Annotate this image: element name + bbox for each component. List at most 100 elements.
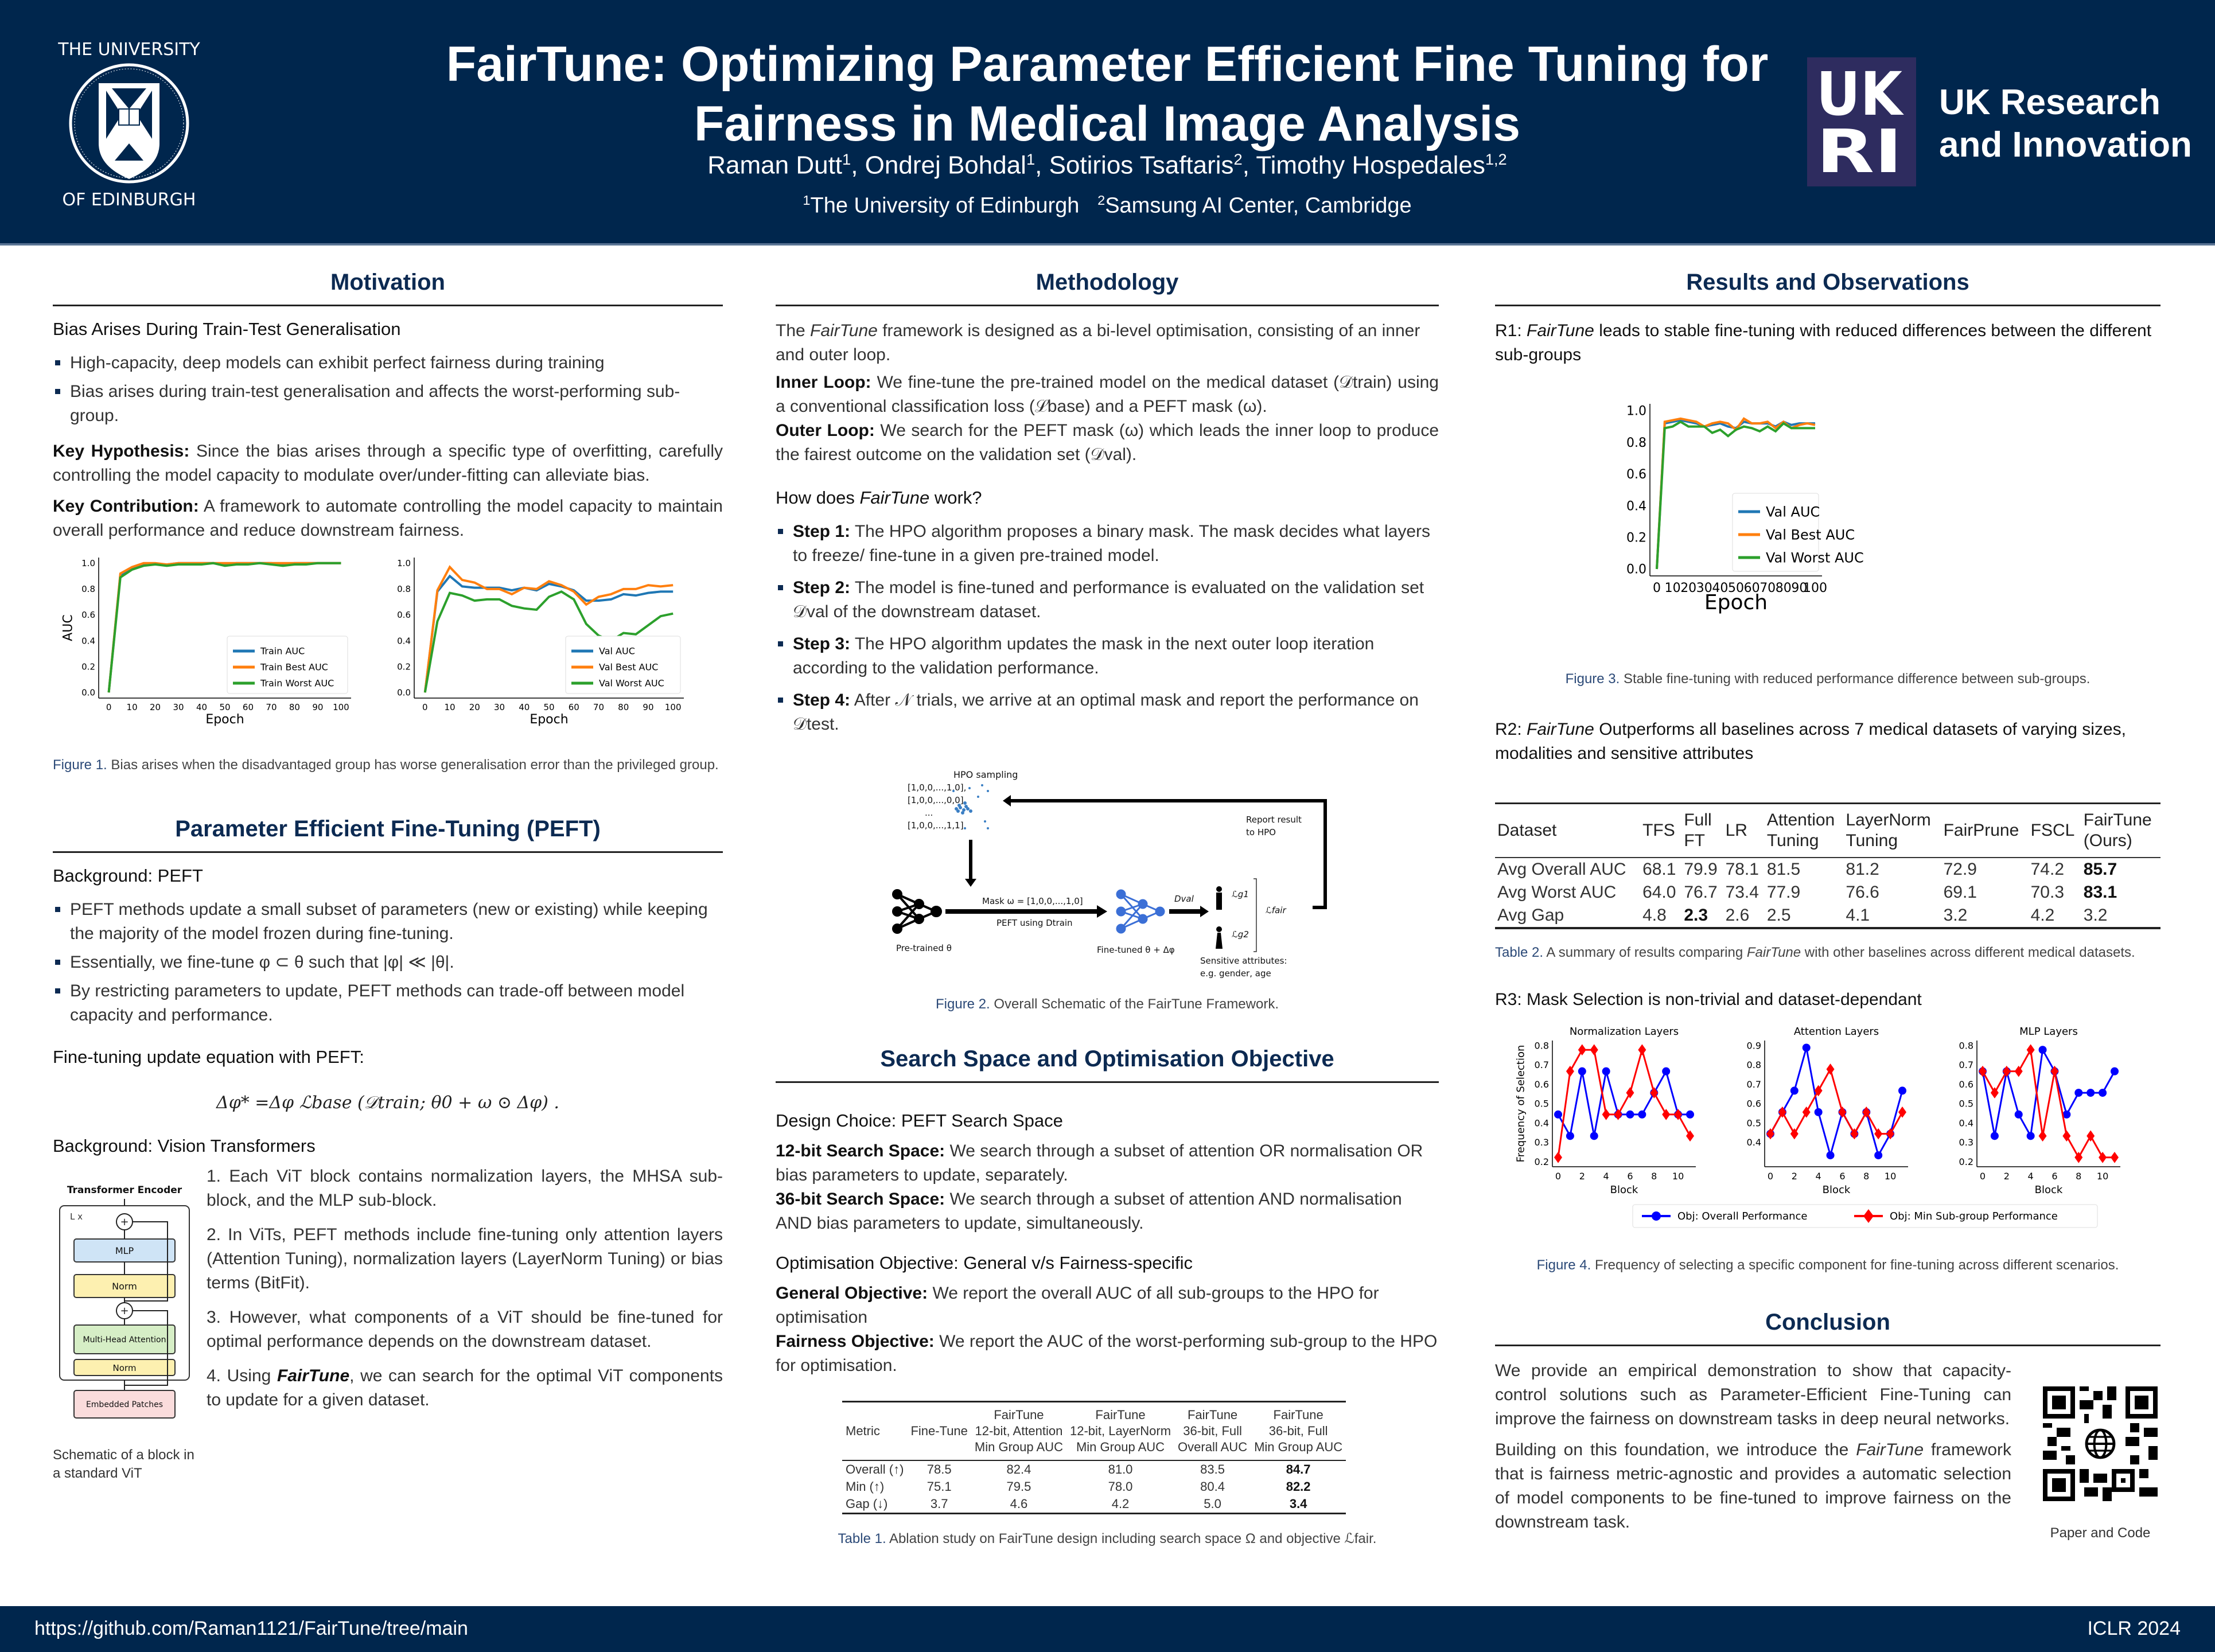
svg-text:0.9: 0.9: [1747, 1040, 1761, 1051]
svg-text:0.0: 0.0: [81, 687, 95, 698]
methodology-steps: Step 1: The HPO algorithm proposes a bin…: [776, 520, 1439, 737]
table-cell: 2.5: [1766, 906, 1791, 925]
svg-text:4: 4: [1603, 1171, 1609, 1182]
svg-text:60: 60: [243, 702, 254, 712]
svg-text:Embedded Patches: Embedded Patches: [86, 1400, 163, 1409]
table-cell: 75.1: [927, 1479, 952, 1494]
finetuned-network-icon: [1116, 889, 1165, 934]
svg-text:Report result: Report result: [1246, 815, 1302, 825]
table-cell: Avg Worst AUC: [1497, 883, 1617, 902]
affiliation-list: 1The University of Edinburgh 2Samsung AI…: [803, 193, 1412, 218]
search-space-section: Search Space and Optimisation Objective …: [776, 1046, 1439, 1549]
table-cell: 2.6: [1725, 906, 1750, 925]
svg-text:HPO sampling: HPO sampling: [953, 769, 1018, 780]
svg-text:Train Worst AUC: Train Worst AUC: [260, 678, 334, 689]
figure-2-caption: Figure 2. Overall Schematic of the FairT…: [936, 996, 1279, 1012]
svg-text:0.6: 0.6: [1626, 467, 1646, 482]
svg-text:100: 100: [665, 702, 682, 712]
table-1-caption: Table 1. Ablation study on FairTune desi…: [838, 1531, 1377, 1546]
svg-text:80: 80: [1776, 581, 1792, 595]
svg-text:Train Best AUC: Train Best AUC: [260, 662, 328, 673]
table-cell: 79.5: [1006, 1479, 1031, 1494]
table-cell: Min (↑): [846, 1479, 885, 1494]
svg-text:Mask ω = [1,0,0,...,1,0]: Mask ω = [1,0,0,...,1,0]: [982, 896, 1083, 906]
svg-text:6: 6: [1839, 1171, 1845, 1182]
poster-footer: https://github.com/Raman1121/FairTune/tr…: [0, 1606, 2215, 1652]
table-cell: 76.6: [1846, 883, 1879, 902]
svg-text:0.2: 0.2: [397, 661, 411, 672]
ablation-table: Metric Fine-Tune FairTune 12-bit, Attention…: [842, 1401, 1346, 1514]
vit-diagram-caption: Schematic of a block in a standard ViT: [53, 1447, 194, 1481]
table-header-cell: FairTune 12-bit, Attention Min Group AUC: [974, 1408, 1063, 1454]
results-section: Results and Observations R1: FairTune le…: [1495, 270, 2160, 1275]
equation-heading: Fine-tuning update equation with PEFT:: [53, 1047, 364, 1067]
svg-text:Val AUC: Val AUC: [599, 646, 635, 657]
svg-text:0: 0: [106, 702, 112, 712]
svg-text:0.6: 0.6: [81, 610, 95, 620]
svg-text:80: 80: [618, 702, 629, 712]
table-cell: 83.5: [1200, 1462, 1225, 1476]
qr-code[interactable]: [2043, 1386, 2158, 1501]
github-link[interactable]: https://github.com/Raman1121/FairTune/tr…: [34, 1618, 468, 1639]
svg-text:0.0: 0.0: [397, 687, 411, 698]
svg-text:Frequency of Selection: Frequency of Selection: [1515, 1045, 1527, 1163]
svg-text:0.5: 0.5: [1535, 1098, 1549, 1109]
column-right: Results and Observations R1: FairTune le…: [1495, 270, 2160, 1541]
svg-text:Dval: Dval: [1174, 894, 1194, 904]
svg-text:Attention Layers: Attention Layers: [1794, 1026, 1879, 1038]
svg-text:70: 70: [593, 702, 604, 712]
svg-text:0.4: 0.4: [1959, 1117, 1973, 1128]
svg-text:0: 0: [1768, 1171, 1773, 1182]
svg-text:40: 40: [196, 702, 207, 712]
objective-heading: Optimisation Objective: General v/s Fair…: [776, 1253, 1193, 1273]
svg-text:Block: Block: [1823, 1184, 1851, 1196]
methodology-section: Methodology The FairTune framework is de…: [776, 270, 1439, 1014]
svg-text:0.3: 0.3: [1535, 1137, 1549, 1148]
svg-text:Epoch: Epoch: [1704, 591, 1768, 614]
subheading: Background: PEFT: [53, 866, 203, 886]
table-cell: Avg Overall AUC: [1497, 860, 1626, 879]
svg-text:Val AUC: Val AUC: [1766, 504, 1820, 520]
section-title: Search Space and Optimisation Objective: [776, 1046, 1439, 1083]
svg-text:PEFT using Dtrain: PEFT using Dtrain: [996, 918, 1073, 928]
bullet-item: High-capacity, deep models can exhibit p…: [53, 351, 723, 375]
table-header-cell: FairPrune: [1943, 821, 2019, 840]
conclusion-body: We provide an empirical demonstration to…: [1495, 1359, 2160, 1541]
svg-text:100: 100: [333, 702, 349, 712]
design-heading: Design Choice: PEFT Search Space: [776, 1111, 1063, 1131]
svg-text:0.7: 0.7: [1535, 1059, 1549, 1070]
svg-text:Block: Block: [2035, 1184, 2063, 1196]
step-item: Step 4: After 𝒩 trials, we arrive at an …: [776, 688, 1439, 737]
svg-text:40: 40: [519, 702, 530, 712]
conclusion-section: Conclusion We provide an empirical demon…: [1495, 1310, 2160, 1541]
svg-text:10: 10: [1672, 1171, 1684, 1182]
table-cell: 73.4: [1725, 883, 1759, 902]
table-cell: 78.5: [927, 1462, 952, 1476]
table-row: Avg Overall AUC 68.1 79.9 78.1 81.5 81.2 72.9 7…: [1495, 858, 2160, 881]
conference-label: ICLR 2024: [2087, 1618, 2181, 1639]
table-cell: 2.3: [1684, 906, 1708, 925]
svg-text:+: +: [120, 1216, 129, 1228]
table-cell: 79.9: [1684, 860, 1718, 879]
table-2-caption: Table 2. A summary of results comparing …: [1495, 945, 2135, 960]
pretrained-network-icon: [892, 889, 942, 934]
svg-text:0.6: 0.6: [397, 610, 411, 620]
how-heading: How does FairTune work?: [776, 488, 982, 508]
bullet-item: Essentially, we fine-tune φ ⊂ θ such tha…: [53, 950, 723, 975]
svg-text:Epoch: Epoch: [205, 712, 244, 727]
svg-text:Normalization Layers: Normalization Layers: [1570, 1026, 1679, 1038]
svg-text:Multi-Head Attention: Multi-Head Attention: [83, 1335, 166, 1345]
table-row: Avg Worst AUC 64.0 76.7 73.4 77.9 76.6 69.1 70.…: [1495, 881, 2160, 904]
svg-text:MLP Layers: MLP Layers: [2019, 1026, 2078, 1038]
figure-4-legend: Obj: Overall Performance Obj: Min Sub-gro…: [1632, 1204, 2098, 1228]
results-table: Dataset TFS Full FT LR Attention Tuning LayerNo…: [1495, 802, 2160, 929]
table-cell: 77.9: [1766, 883, 1801, 902]
svg-text:0: 0: [422, 702, 428, 712]
table-cell: 4.6: [1010, 1497, 1028, 1511]
step-item: Step 2: The model is fine-tuned and perf…: [776, 576, 1439, 624]
svg-text:50: 50: [1728, 581, 1744, 595]
svg-text:Val Best AUC: Val Best AUC: [1766, 527, 1855, 543]
svg-text:90: 90: [312, 702, 323, 712]
svg-text:10: 10: [127, 702, 138, 712]
table-header-cell: Fine-Tune: [910, 1424, 968, 1438]
